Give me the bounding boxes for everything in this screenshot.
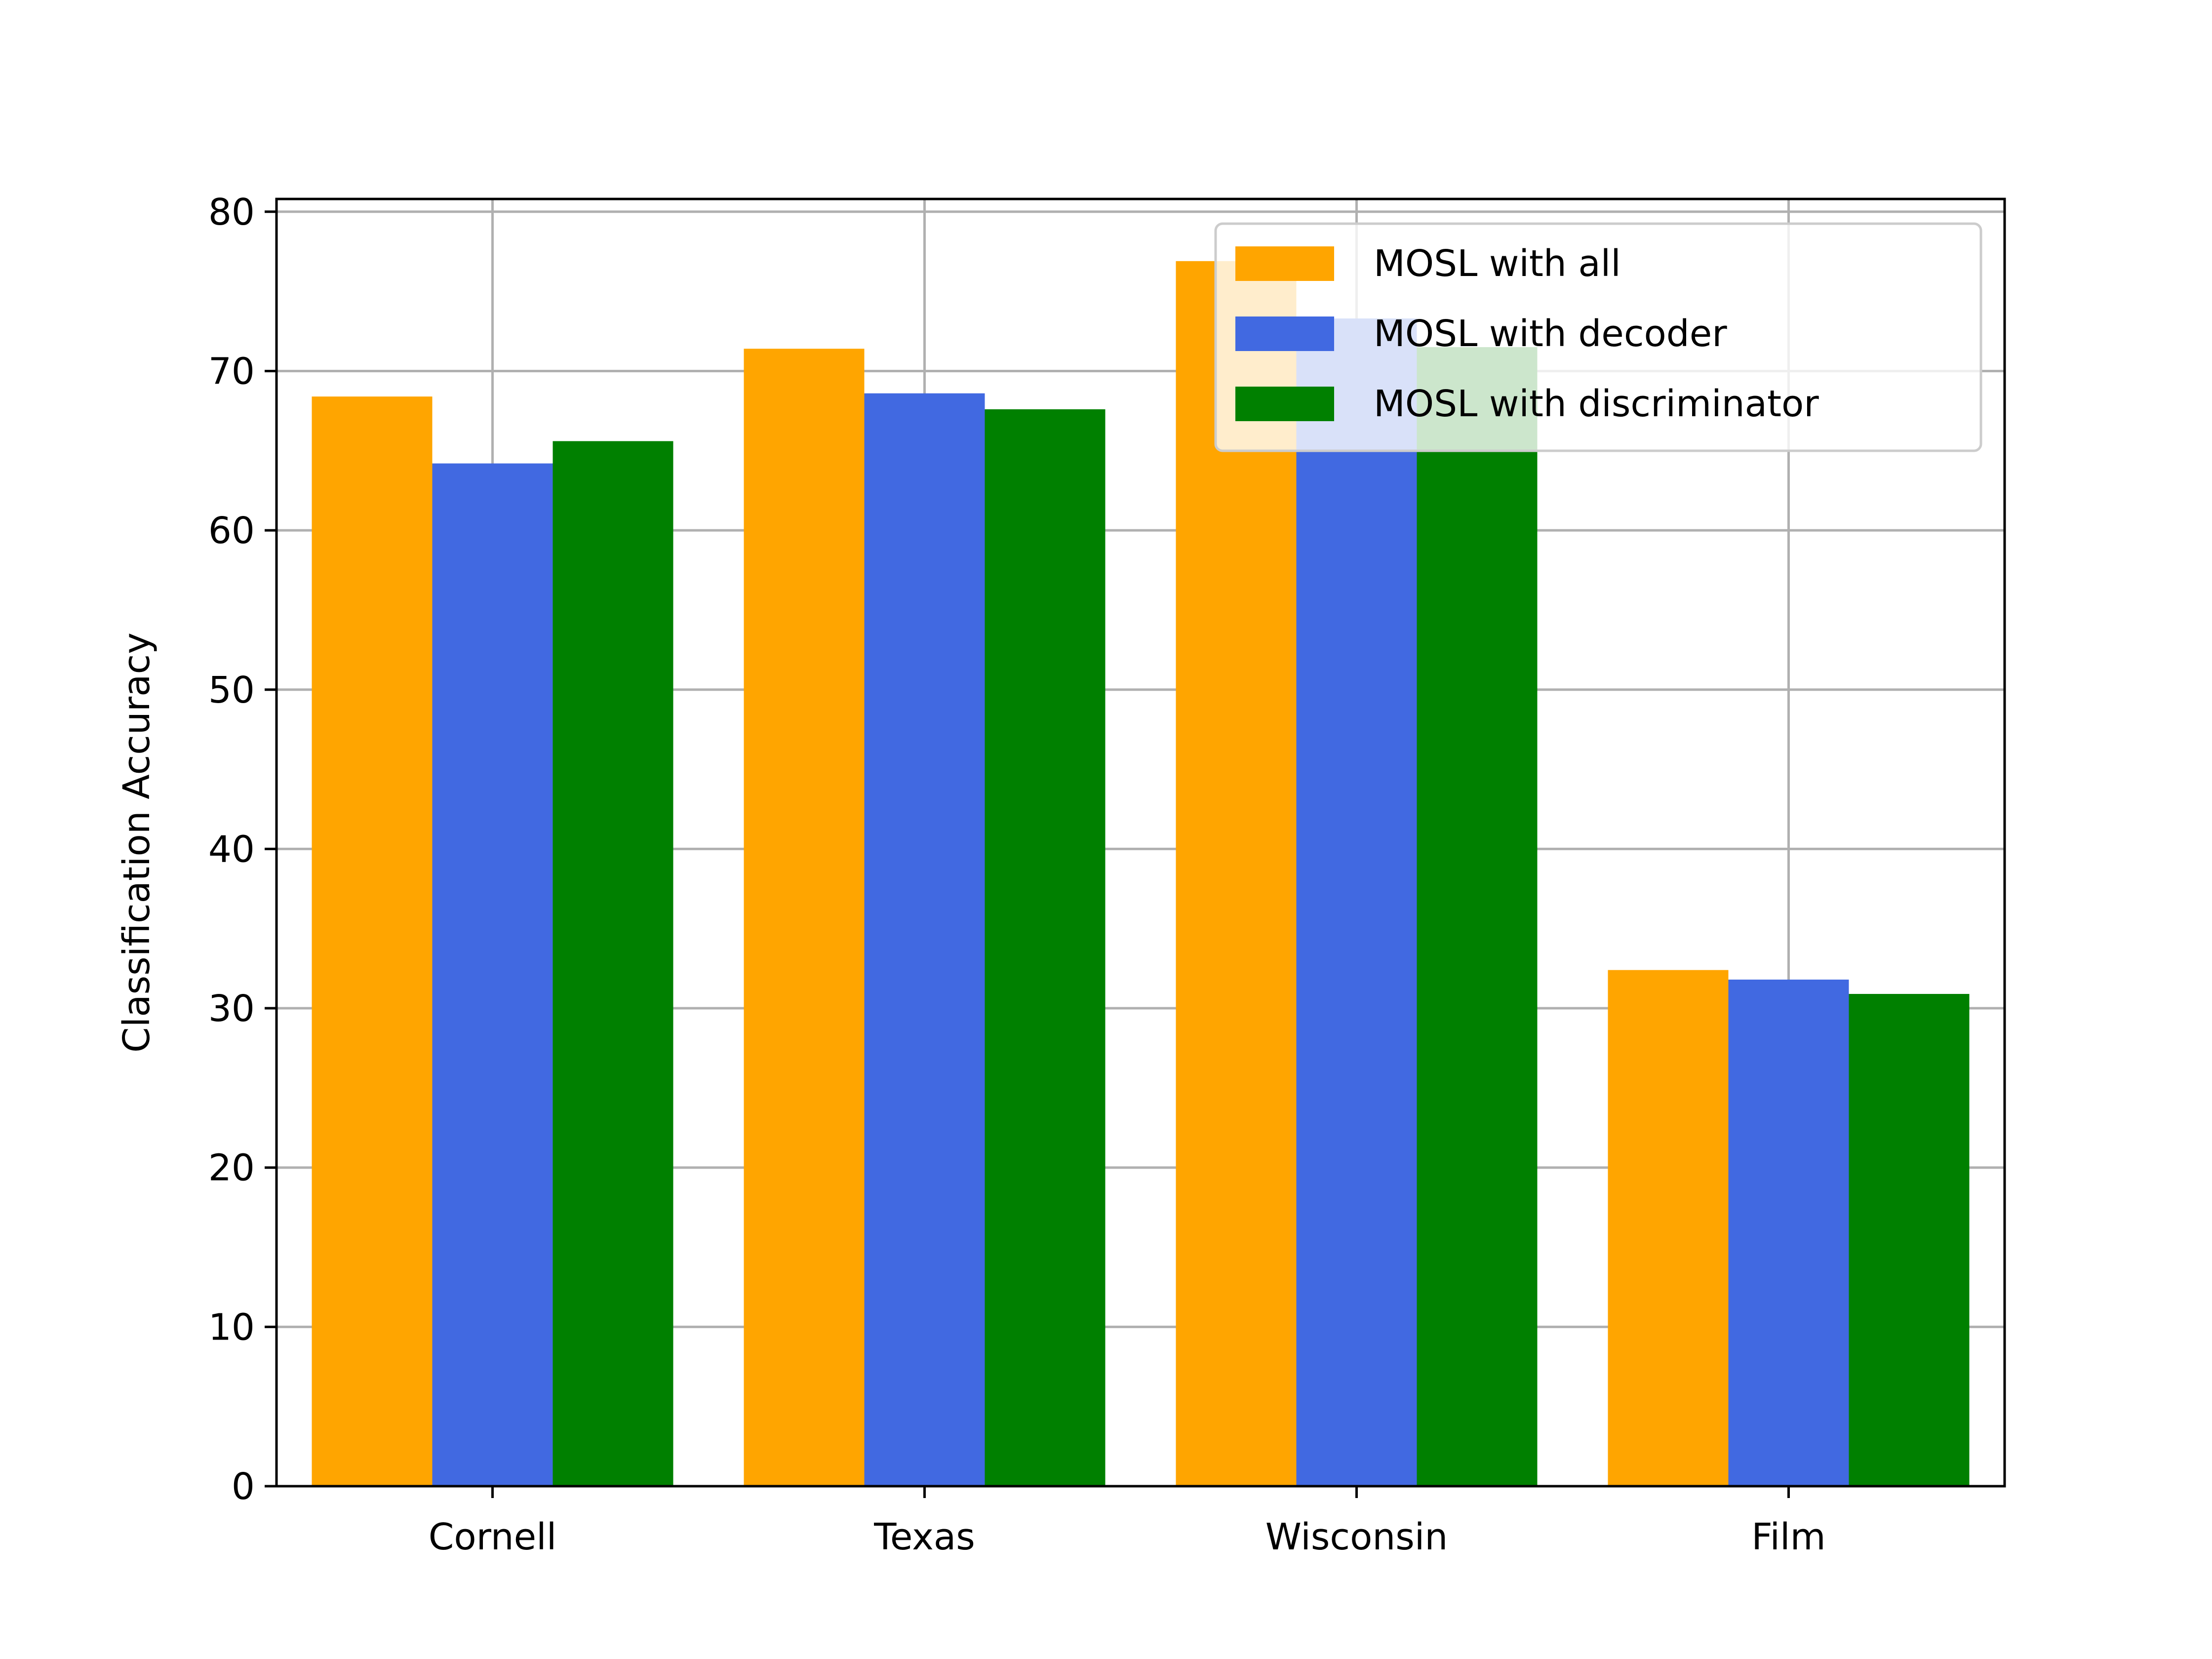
x-tick-label: Wisconsin — [1265, 1516, 1448, 1558]
bar — [1176, 261, 1297, 1486]
legend-label: MOSL with decoder — [1374, 313, 1727, 355]
y-tick-label: 50 — [208, 669, 255, 711]
x-tick-label: Film — [1751, 1516, 1825, 1558]
bar — [744, 349, 865, 1487]
bar — [553, 441, 673, 1486]
bar — [1849, 994, 1970, 1486]
x-tick-label: Texas — [873, 1516, 975, 1558]
y-tick-label: 10 — [208, 1306, 255, 1348]
bar — [1417, 347, 1538, 1487]
bar — [312, 396, 433, 1486]
legend-swatch — [1235, 387, 1334, 421]
bar — [1296, 318, 1417, 1487]
y-tick-label: 40 — [208, 828, 255, 870]
legend-swatch — [1235, 246, 1334, 281]
axes: 0 10 20 30 40 50 60 70 80 Cornell Texas Wisconsin Fi… — [208, 191, 2006, 1558]
y-tick-label: 80 — [208, 191, 255, 234]
y-tick-label: 70 — [208, 350, 255, 393]
bar — [864, 393, 985, 1487]
legend-label: MOSL with discriminator — [1374, 383, 1819, 425]
y-tick-label: 0 — [232, 1465, 255, 1508]
legend-label: MOSL with all — [1374, 242, 1621, 285]
bar — [1608, 970, 1729, 1486]
legend-swatch — [1235, 316, 1334, 351]
plot-frame — [275, 198, 2006, 1488]
legend-box — [1214, 222, 1982, 452]
bar — [432, 463, 553, 1486]
y-axis-label: Classification Accuracy — [116, 632, 158, 1053]
x-tick-label: Cornell — [429, 1516, 557, 1558]
y-tick-label: 60 — [208, 510, 255, 552]
bar — [1728, 979, 1849, 1486]
bars — [312, 261, 1970, 1487]
legend: MOSL with all MOSL with decoder MOSL with … — [1214, 222, 1982, 452]
y-tick-label: 20 — [208, 1147, 255, 1189]
y-tick-label: 30 — [208, 988, 255, 1030]
bar — [985, 409, 1106, 1487]
